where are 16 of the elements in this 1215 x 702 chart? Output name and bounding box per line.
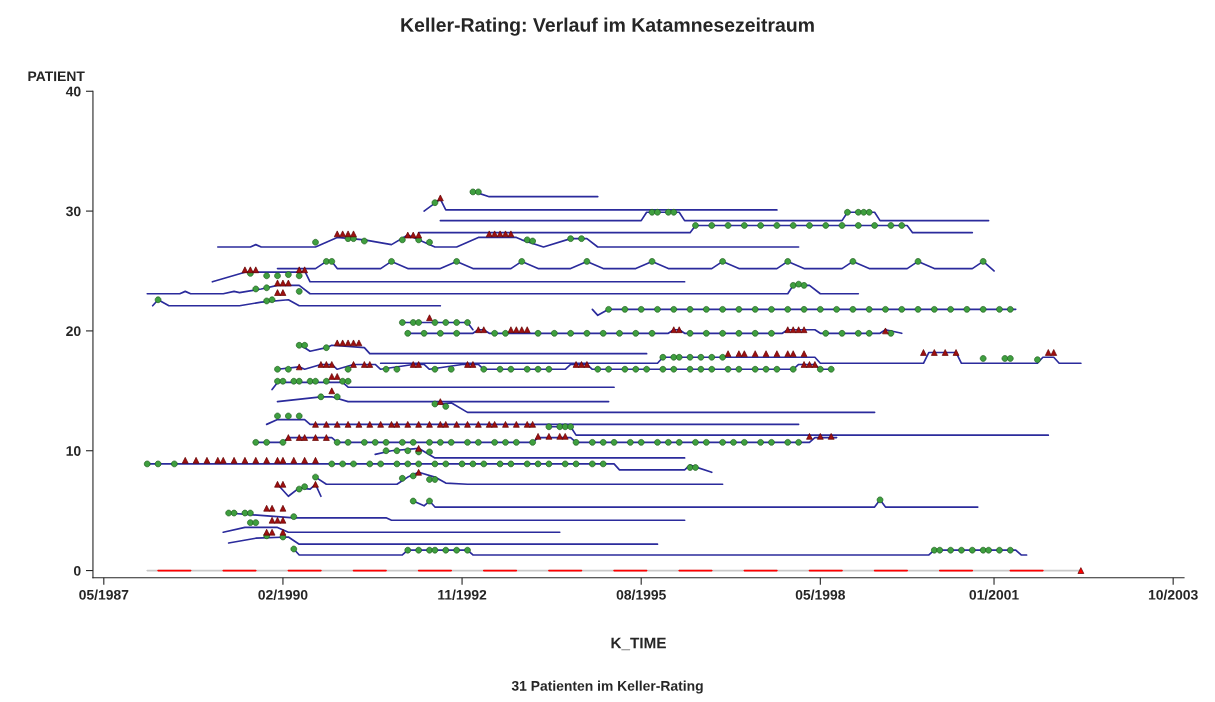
y-tick-label: 10 <box>66 446 81 456</box>
y-axis-title: PATIENT <box>28 71 85 82</box>
x-tick-label: 08/1995 <box>616 589 666 600</box>
y-tick-label: 20 <box>66 326 81 337</box>
chart-title: Keller-Rating: Verlauf im Katamnesezeitraum <box>401 17 814 36</box>
x-tick-label: 11/1992 <box>438 589 487 600</box>
y-tick-label: 40 <box>65 86 81 97</box>
x-tick-label: 05/1987 <box>79 589 129 600</box>
y-tick-label: 0 <box>73 565 81 576</box>
text: 31 Patienten im Keller-Rating <box>511 680 703 694</box>
x-tick-label: 01/2001 <box>969 589 1019 600</box>
x-tick-label: 05/1998 <box>795 589 846 600</box>
x-tick-label: 02/1990 <box>258 589 308 600</box>
x-axis-title: K_TIME <box>611 637 666 651</box>
x-tick-label: 10/2003 <box>1148 589 1198 600</box>
y-tick-label: 30 <box>66 206 81 217</box>
